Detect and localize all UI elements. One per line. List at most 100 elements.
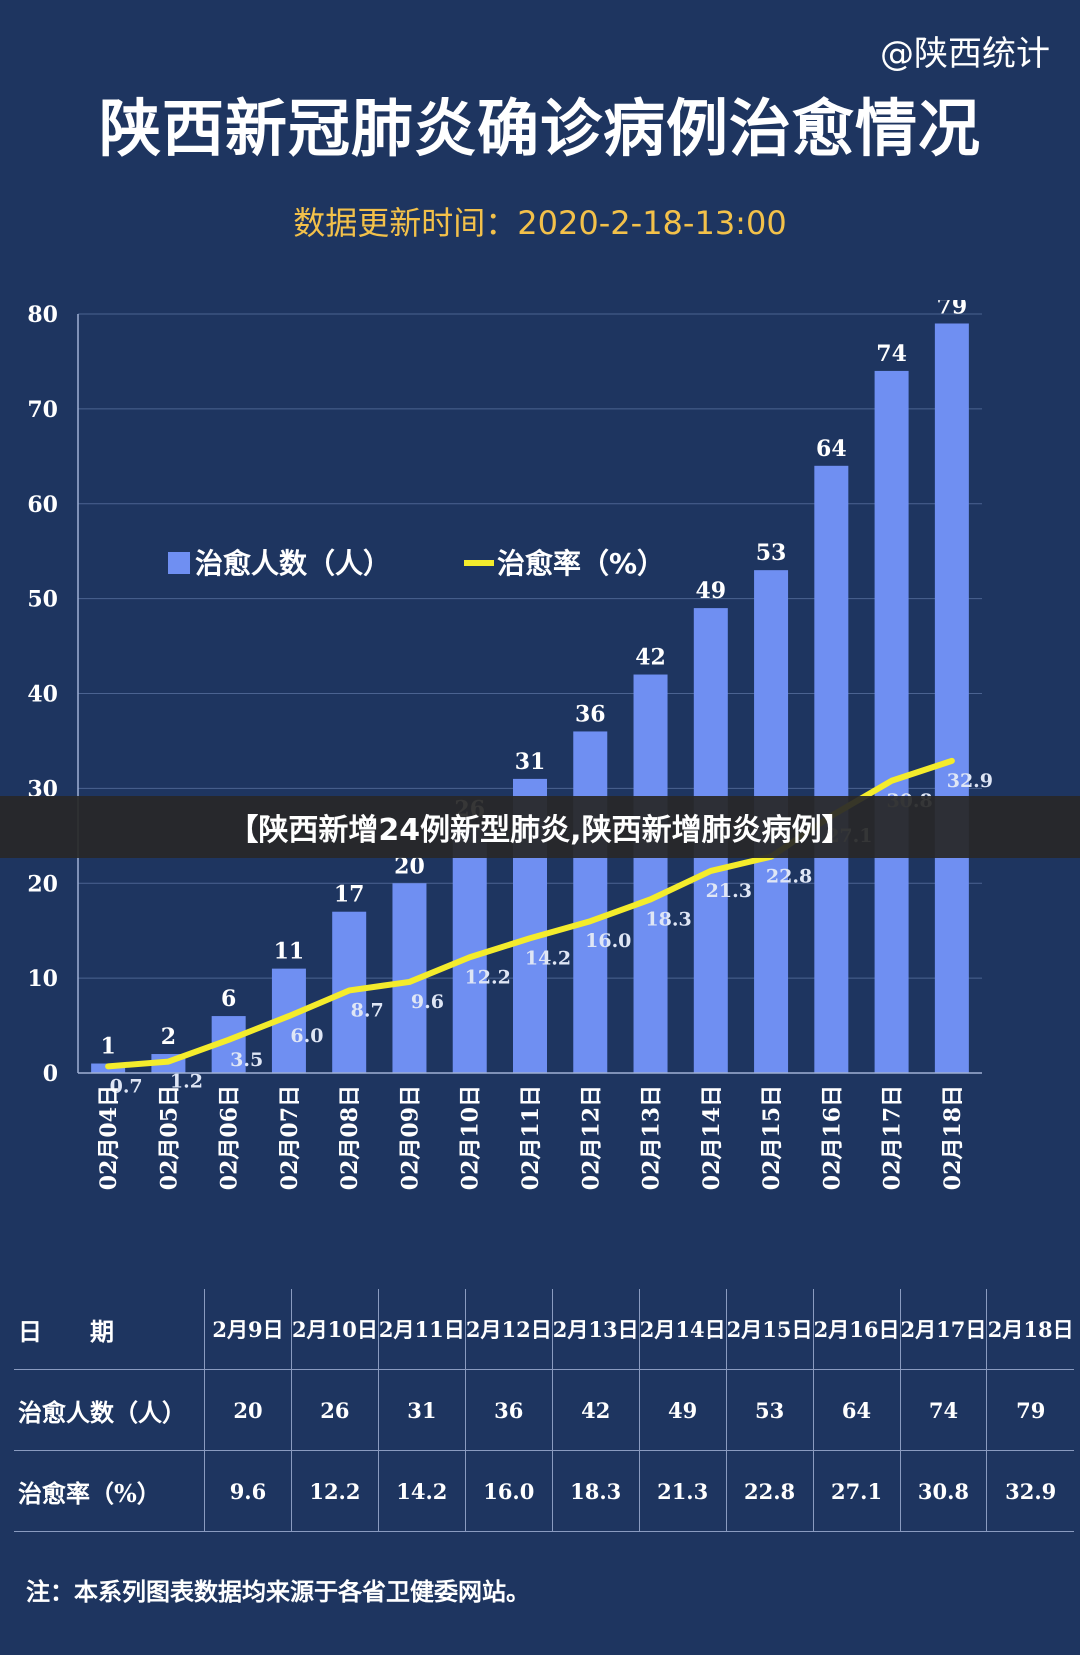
table-cell: 21.3 [638,1450,727,1532]
chart-title: 陕西新冠肺炎确诊病例治愈情况 [98,92,981,165]
table-cell: 2月10日 [290,1289,379,1370]
line-value-label: 3.5 [230,1049,263,1071]
line-value-label: 9.6 [411,991,444,1013]
line-value-label: 32.9 [947,770,993,792]
x-tick-label: 02月14日 [699,1085,725,1190]
bar-value-label: 36 [575,701,606,727]
line-point [347,988,352,993]
line-point [889,778,894,783]
table-row-header: 治愈率（%） [14,1450,205,1532]
legend-bar-swatch [168,552,190,574]
table-cell: 12.2 [290,1450,379,1532]
table-cell: 31 [377,1369,466,1451]
footnote: 注：本系列图表数据均来源于各省卫健委网站。 [26,1578,530,1606]
table-cell: 26 [290,1369,379,1451]
line-point [648,897,653,902]
table-cell: 36 [464,1369,553,1451]
line-point [467,955,472,960]
x-tick-label: 02月12日 [578,1085,604,1190]
bar-value-label: 6 [221,986,236,1012]
bar [452,826,487,1073]
data-table: 日 期 2月9日 2月10日 2月11日 2月12日 2月13日 2月14日 2月15日 2月1… [14,1289,1074,1532]
line-value-label: 8.7 [351,999,384,1021]
legend-line-label: 治愈率（%） [497,547,665,580]
line-point [106,1064,111,1069]
x-tick-label: 02月11日 [518,1085,544,1190]
line-point [949,758,954,763]
table-cell: 2月16日 [812,1289,901,1370]
bar-series [91,323,969,1073]
line-point [286,1014,291,1019]
table-cell: 2月9日 [204,1289,292,1370]
legend-bar-label: 治愈人数（人） [195,547,391,580]
line-value-label: 6.0 [290,1025,323,1047]
line-point [226,1037,231,1042]
table-cell: 74 [899,1369,988,1451]
x-tick-label: 02月18日 [940,1085,966,1190]
cured-chart: 1261117202631364249536474790.71.23.56.08… [27,300,993,1190]
line-point [528,936,532,941]
table-row-header: 日 期 [14,1289,205,1370]
table-cell: 30.8 [899,1450,988,1532]
table-row: 治愈人数（人） 20 26 31 36 42 49 53 64 74 79 [14,1369,1074,1451]
x-tick-label: 02月13日 [639,1085,665,1190]
table-cell: 64 [812,1369,901,1451]
line-point [407,979,412,984]
table-cell: 20 [204,1369,292,1451]
table-cell: 2月17日 [899,1289,988,1370]
overlay-banner: 【陕西新增24例新型肺炎,陕西新增肺炎病例】 [0,796,1080,858]
y-tick-label: 40 [27,682,58,708]
bar-value-label: 31 [515,749,546,775]
table-cell: 49 [638,1369,727,1451]
y-tick-label: 10 [27,966,58,992]
x-tick-label: 02月06日 [217,1085,243,1190]
legend: 治愈人数（人） 治愈率（%） [168,547,665,580]
x-tick-label: 02月05日 [156,1085,182,1190]
y-tick-label: 0 [43,1061,58,1087]
table-cell: 22.8 [725,1450,814,1532]
line-point [588,919,593,924]
bar [934,323,969,1073]
table-cell: 2月15日 [725,1289,814,1370]
x-tick-label: 02月15日 [759,1085,785,1190]
line-value-label: 1.2 [170,1071,203,1093]
x-tick-label: 02月09日 [397,1085,423,1190]
bar-value-label: 1 [100,1034,115,1060]
x-tick-label: 02月07日 [277,1085,303,1190]
y-tick-label: 20 [27,871,58,897]
line-value-label: 12.2 [465,966,511,988]
y-tick-label: 70 [27,397,58,423]
bar-value-label: 64 [816,436,847,462]
x-tick-label: 02月16日 [819,1085,845,1190]
x-tick-label: 02月10日 [458,1085,484,1190]
line-value-label: 22.8 [766,866,812,888]
bar [633,674,668,1073]
table-cell: 2月11日 [377,1289,466,1370]
table-cell: 2月14日 [638,1289,727,1370]
line-value-label: 16.0 [585,930,631,952]
table-row: 治愈率（%） 9.6 12.2 14.2 16.0 18.3 21.3 22.8 27.1 30.… [14,1450,1074,1532]
y-tick-label: 80 [27,302,58,328]
x-tick-label: 02月08日 [337,1085,363,1190]
bar [573,731,608,1073]
table-cell: 18.3 [551,1450,640,1532]
line-point [166,1059,171,1064]
table-cell: 9.6 [204,1450,292,1532]
table-cell: 2月12日 [464,1289,553,1370]
line-point [708,868,713,873]
bar-value-label: 17 [334,882,365,908]
y-tick-label: 60 [27,492,58,518]
y-tick-label: 50 [27,587,58,613]
table-row: 日 期 2月9日 2月10日 2月11日 2月12日 2月13日 2月14日 2月15日 2月1… [14,1289,1074,1370]
bar-value-label: 42 [635,645,666,671]
table-cell: 14.2 [377,1450,466,1532]
grid-lines [78,313,982,1074]
x-tick-label: 02月17日 [880,1085,906,1190]
table-cell: 32.9 [986,1450,1074,1532]
bar-value-label: 74 [876,341,907,367]
bar-value-label: 53 [756,540,787,566]
table-cell: 16.0 [464,1450,553,1532]
line-value-label: 21.3 [706,880,752,902]
x-tick-label: 02月04日 [96,1085,122,1190]
